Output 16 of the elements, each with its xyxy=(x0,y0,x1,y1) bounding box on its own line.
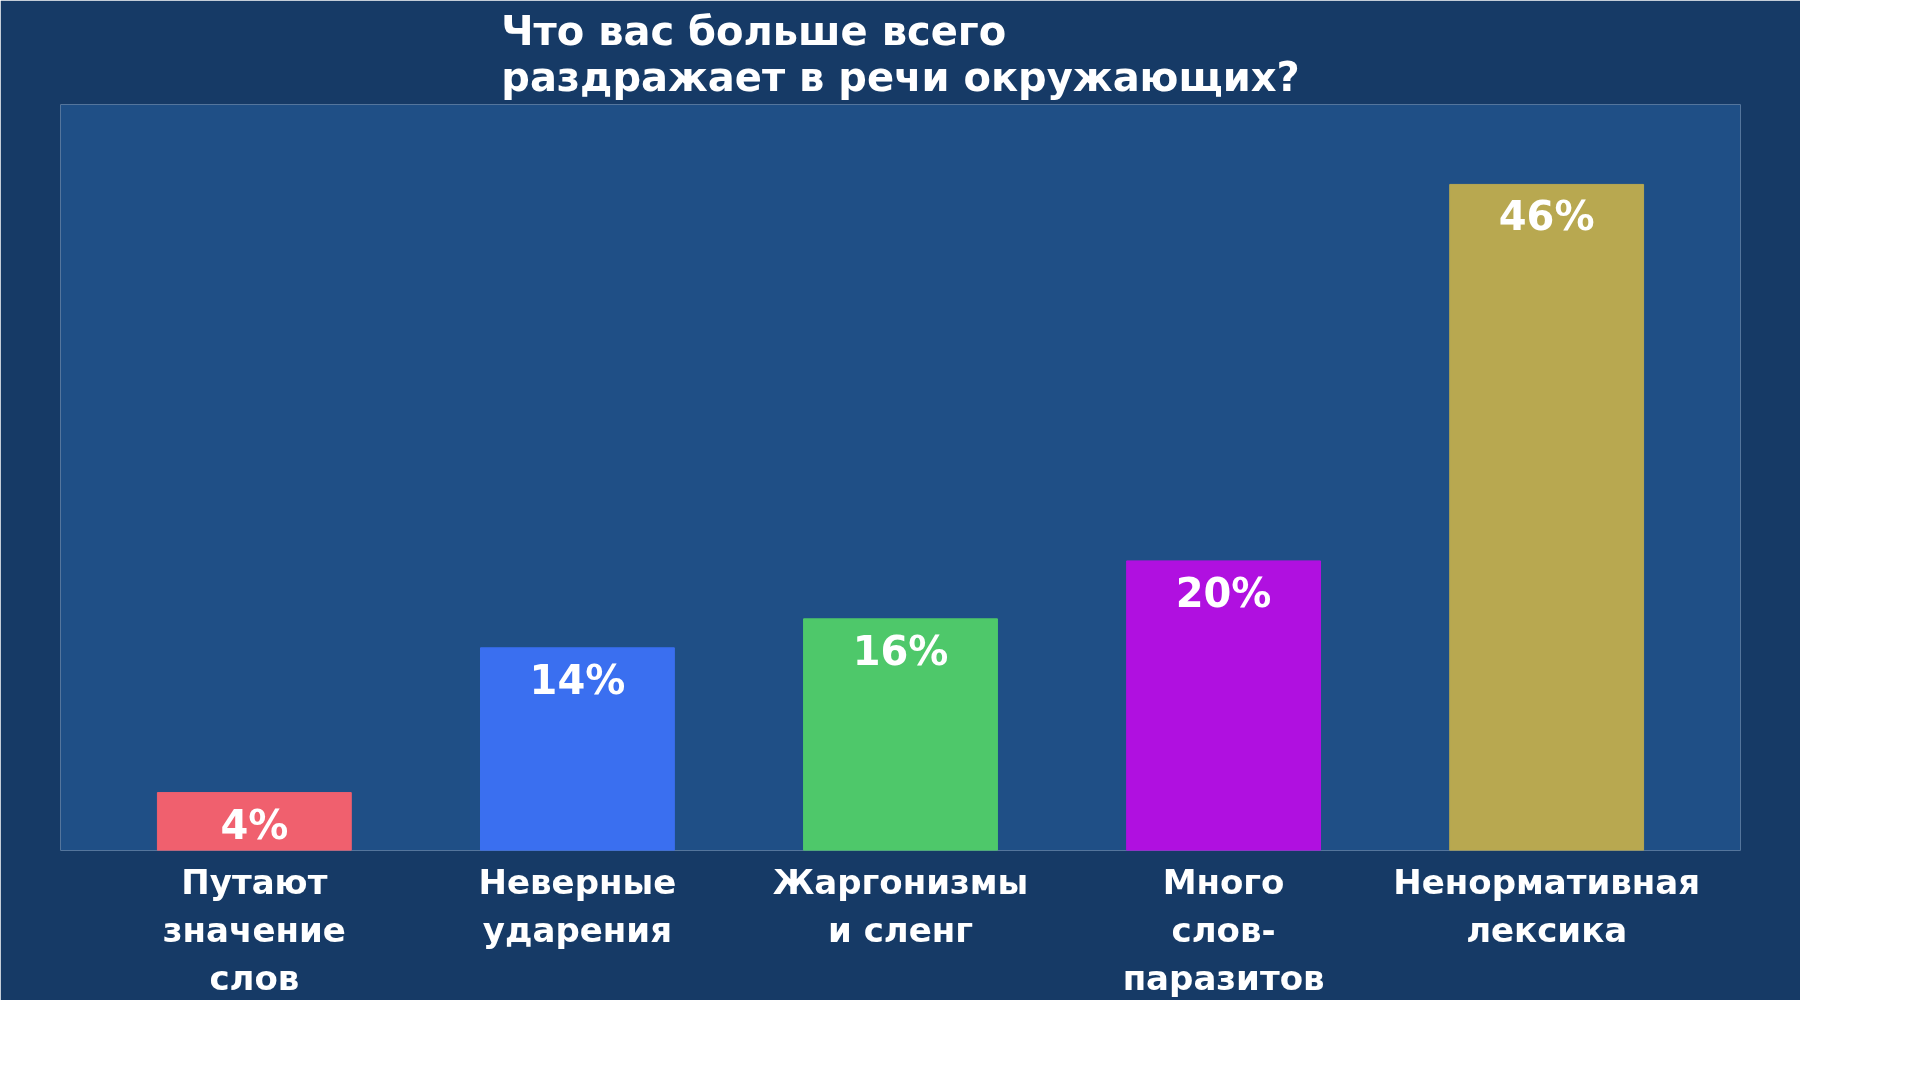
data-label: 46% xyxy=(1498,193,1595,240)
x-tick-label: Жаргонизмы и сленг xyxy=(772,861,1029,950)
bar xyxy=(1449,183,1645,851)
x-tick-label: Ненормативная лексика xyxy=(1393,861,1701,950)
data-label: 16% xyxy=(852,627,949,674)
data-label: 4% xyxy=(220,801,289,848)
bar xyxy=(480,647,675,851)
bar xyxy=(803,618,998,851)
bar xyxy=(156,792,352,851)
data-label: 20% xyxy=(1175,569,1272,616)
x-tick-label: Путают значение слов xyxy=(162,861,346,998)
x-tick-label: Много слов- паразитов xyxy=(1122,861,1325,998)
x-tick-label: Неверные ударения xyxy=(478,861,677,950)
data-label: 14% xyxy=(529,656,626,703)
bar xyxy=(1126,560,1321,851)
chart-title: Что вас больше всего раздражает в речи окружающих? xyxy=(501,7,1300,100)
